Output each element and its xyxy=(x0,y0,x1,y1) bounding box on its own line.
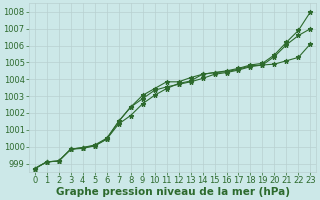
X-axis label: Graphe pression niveau de la mer (hPa): Graphe pression niveau de la mer (hPa) xyxy=(56,187,290,197)
